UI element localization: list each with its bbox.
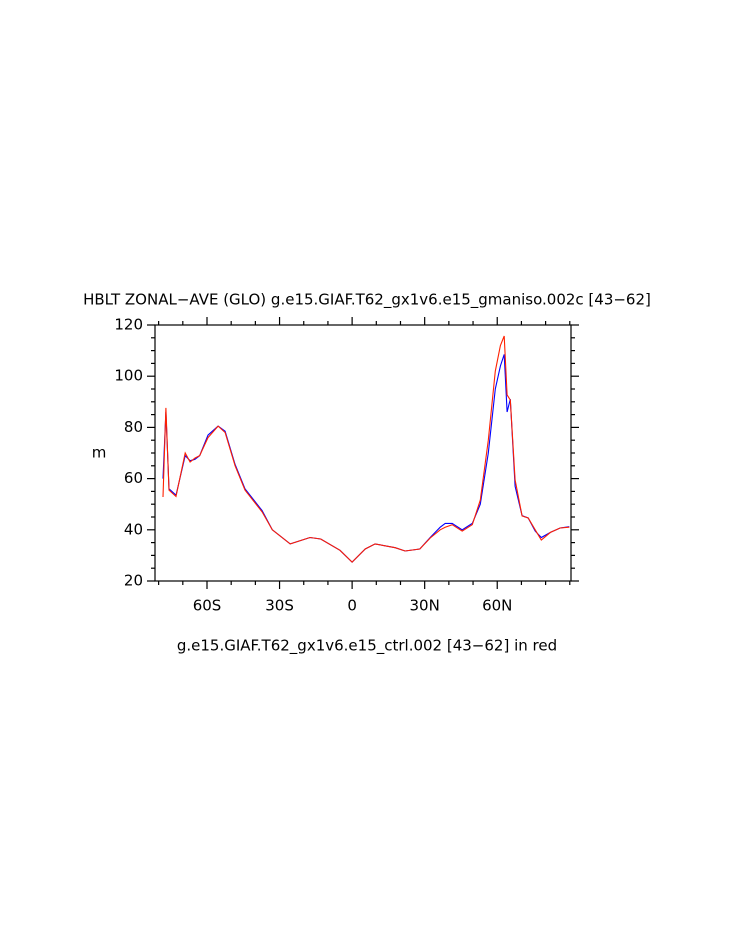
x-tick-label: 60S bbox=[193, 597, 222, 615]
chart-title: HBLT ZONAL−AVE (GLO) g.e15.GIAF.T62_gx1v… bbox=[83, 291, 651, 310]
caption: g.e15.GIAF.T62_gx1v6.e15_ctrl.002 [43−62… bbox=[177, 637, 557, 656]
y-tick-label: 100 bbox=[114, 367, 143, 385]
y-tick-label: 120 bbox=[114, 316, 143, 334]
x-tick-label: 30N bbox=[410, 597, 440, 615]
series-line bbox=[162, 354, 570, 563]
y-tick-label: 60 bbox=[124, 469, 143, 487]
x-tick-label: 60N bbox=[482, 597, 512, 615]
x-tick-label: 30S bbox=[265, 597, 294, 615]
y-axis-label: m bbox=[92, 444, 107, 462]
plot-frame bbox=[154, 324, 572, 582]
x-tick-label: 0 bbox=[347, 597, 357, 615]
series-line bbox=[162, 335, 570, 563]
y-tick-label: 40 bbox=[124, 520, 143, 538]
y-tick-label: 80 bbox=[124, 418, 143, 436]
y-tick-label: 20 bbox=[124, 572, 143, 590]
